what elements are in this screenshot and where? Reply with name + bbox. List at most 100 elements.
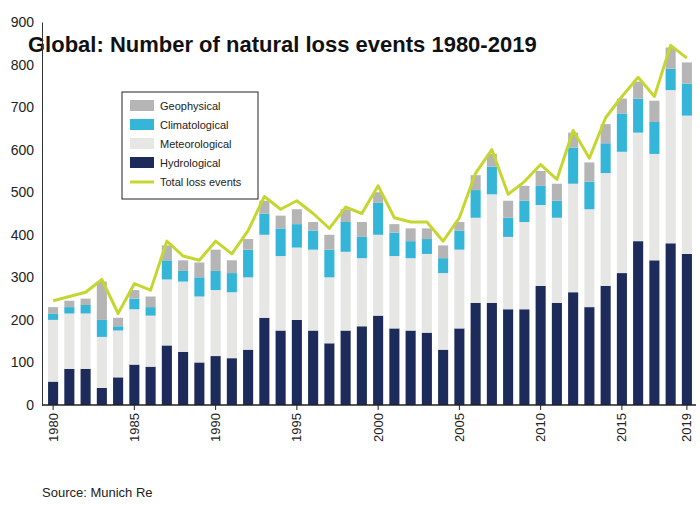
bar [503,201,513,218]
bar [438,245,448,258]
legend: GeophysicalClimatologicalMeteorologicalH… [122,92,258,199]
x-tick-mark [215,405,216,410]
bar [178,282,188,352]
bar [422,228,432,239]
bar [584,209,594,307]
bar-series [48,69,692,337]
bar [113,326,123,330]
bar [178,260,188,271]
source: Source: Munich Re [42,485,153,500]
bar [211,290,221,356]
bar [259,214,269,235]
y-tick-label: 400 [11,227,35,243]
x-tick-mark [459,405,460,410]
x-tick: 1990 [208,405,223,442]
x-tick-label: 1980 [46,413,61,442]
y-tick: 300 [11,269,42,285]
bar [471,190,481,218]
y-tick-label: 700 [11,99,35,115]
x-tick-mark [686,405,687,410]
chart: Global: Number of natural loss events 19… [0,0,700,510]
y-tick: 0 [26,397,42,413]
title: Global: Number of natural loss events 19… [28,32,537,57]
bar [81,299,91,305]
bar [113,331,123,378]
y-axis-line [42,23,43,406]
y-tick: 700 [11,99,42,115]
bar [357,326,367,405]
bar [178,271,188,282]
bar [568,184,578,293]
bar [568,148,578,184]
bar [194,262,204,277]
total-line [53,45,687,313]
bar [341,222,351,252]
bar [292,209,302,224]
bar [584,162,594,181]
legend-label: Climatological [160,119,228,131]
bar [633,133,643,242]
bar-series [48,241,692,405]
bar [471,303,481,405]
legend-swatch [130,181,154,184]
bar [162,279,172,345]
bar [292,320,302,405]
bar [666,69,676,90]
bar [113,318,123,327]
bar [243,277,253,349]
y-tick-label: 600 [11,142,35,158]
y-tick-label: 0 [26,397,34,413]
bar [601,173,611,286]
bar [519,222,529,309]
bar [389,328,399,405]
bar [438,258,448,273]
bar [519,186,529,201]
y-tick: 900 [11,14,42,30]
bar [373,316,383,405]
bar [194,362,204,405]
bar [422,239,432,254]
bar [292,224,302,247]
x-tick-mark [621,405,622,410]
bar [682,84,692,116]
x-axis-line [42,404,696,406]
legend-swatch [130,100,154,111]
bar [682,254,692,405]
bar [276,331,286,405]
bar [552,218,562,303]
bar [276,228,286,256]
y-tick-label: 300 [11,269,35,285]
legend-label: Total loss events [160,176,242,188]
bar [308,250,318,331]
bar [584,182,594,210]
bar [227,292,237,358]
bar [113,377,123,405]
bar [97,337,107,388]
bar [243,350,253,405]
bar [519,201,529,222]
legend-label: Meteorological [160,138,232,150]
bar [64,369,74,405]
bar [552,184,562,201]
bar [227,273,237,292]
bar [649,122,659,154]
bar [211,356,221,405]
bar [536,171,546,186]
y-tick: 400 [11,227,42,243]
bar [243,239,253,250]
legend-swatch [130,138,154,149]
bar [422,333,432,405]
x-tick-label: 2010 [533,413,548,442]
bar [324,343,334,405]
bar [259,318,269,405]
bar [487,167,497,195]
bar-series [48,90,692,388]
bar [438,273,448,350]
x-tick-label: 2015 [614,413,629,442]
bar [227,260,237,273]
bar [129,365,139,405]
x-tick: 2010 [533,405,548,442]
y-tick-label: 900 [11,14,35,30]
bar [341,252,351,331]
x-tick-mark [53,405,54,410]
